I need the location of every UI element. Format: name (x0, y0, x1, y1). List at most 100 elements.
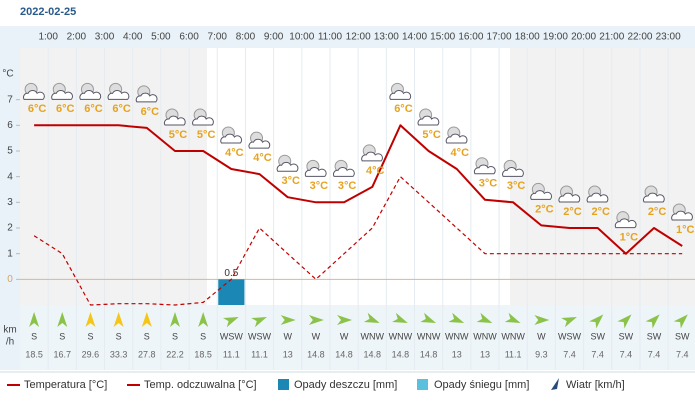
hour-label: 21:00 (599, 32, 624, 43)
weather-icon (304, 159, 327, 177)
temp-label: 6°C (112, 103, 131, 115)
icon-cloud (558, 192, 581, 203)
weather-icon (333, 159, 355, 177)
temp-label: 4°C (366, 165, 385, 177)
y-tick-label: 4 (7, 171, 13, 182)
wind-arrow (198, 312, 209, 327)
wind-speed: 16.7 (54, 349, 72, 359)
temp-label: 6°C (394, 103, 413, 115)
date: 2022-02-25 (20, 6, 76, 18)
wind-speed: 7.4 (648, 349, 661, 359)
axis-band (0, 48, 20, 370)
rain-label: 0.5 (224, 268, 238, 279)
wind-speed: 7.4 (676, 349, 689, 359)
temp-label: 3°C (479, 178, 498, 190)
wind-arrow (476, 312, 493, 324)
icon-cloud (135, 92, 158, 103)
weather-icon (220, 126, 243, 144)
weather-icon (107, 82, 130, 100)
wind-speed: 11.1 (251, 349, 268, 359)
wind-arrow (645, 314, 660, 329)
icon-cloud (473, 164, 496, 175)
hour-label: 10:00 (289, 32, 314, 43)
wind-arrow (504, 312, 521, 324)
temp-label: 4°C (451, 147, 470, 159)
weather-icon (530, 182, 553, 200)
temp-label: 3°C (507, 180, 526, 192)
wind-arrow (617, 314, 632, 329)
wind-speed: 27.8 (138, 349, 156, 359)
temp-label: 3°C (310, 180, 329, 192)
weather-icon (473, 157, 496, 175)
icon-cloud (107, 90, 130, 100)
temp-label: 3°C (338, 180, 357, 192)
weather-icon (163, 108, 186, 126)
hour-label: 23:00 (656, 32, 681, 43)
wind-speed: 7.4 (620, 349, 633, 359)
weather-icon (248, 131, 271, 149)
hour-label: 2:00 (67, 32, 87, 43)
y-tick-label: 7 (7, 94, 13, 105)
temp-label: 1°C (620, 232, 639, 244)
temp-label: 2°C (563, 206, 582, 218)
weather-icon (445, 126, 468, 144)
weather-icon (276, 154, 299, 172)
icon-cloud (643, 192, 665, 203)
wind-arrow (420, 312, 437, 324)
weather-icon (79, 82, 102, 100)
weather-icon (361, 144, 383, 162)
wind-direction: SW (675, 331, 690, 341)
temp-label: 6°C (84, 103, 103, 115)
legend-swatch (278, 379, 289, 390)
wind-direction: SW (647, 331, 662, 341)
icon-cloud (276, 161, 299, 172)
wind-unit: /h (6, 337, 14, 348)
y-tick-label: 2 (7, 223, 13, 234)
icon-cloud (361, 151, 383, 162)
icon-cloud (192, 115, 214, 126)
wind-speed: 13 (480, 349, 490, 359)
temperature-line (34, 124, 683, 255)
legend-label: Opady deszczu [mm] (294, 379, 397, 391)
weather-icon (671, 203, 693, 221)
wind-speed: 22.2 (166, 349, 184, 359)
wind-arrow (534, 315, 550, 325)
icon-cloud (248, 138, 271, 149)
y-label: °C (2, 69, 13, 80)
wind-arrow (57, 312, 68, 327)
wind-direction: S (116, 331, 122, 341)
weather-icon (23, 82, 45, 100)
wind-speed: 14.8 (335, 349, 353, 359)
wind-direction: WNW (389, 331, 413, 341)
wind-direction: WSW (248, 331, 271, 341)
hours-band (0, 26, 695, 48)
wind-direction: WNW (445, 331, 469, 341)
wind-speed: 14.8 (363, 349, 381, 359)
wind-direction: WNW (473, 331, 497, 341)
temp-label: 6°C (141, 106, 160, 118)
hour-label: 9:00 (264, 32, 284, 43)
icon-cloud (79, 90, 102, 100)
legend-label: Wiatr [km/h] (566, 379, 625, 391)
wind-speed: 11.1 (223, 349, 240, 359)
wind-direction: W (537, 331, 546, 341)
weather-icon (586, 185, 609, 203)
wind-direction: W (283, 331, 292, 341)
wind-direction: S (31, 331, 37, 341)
wind-speed: 14.8 (307, 349, 325, 359)
wind-arrow (29, 312, 40, 327)
wind-arrow (280, 315, 296, 325)
icon-cloud (502, 167, 524, 177)
wind-direction: S (87, 331, 93, 341)
wind-direction: WSW (558, 331, 581, 341)
hour-label: 8:00 (236, 32, 256, 43)
wind-direction: WNW (501, 331, 525, 341)
wind-speed: 13 (452, 349, 462, 359)
legend-label: Opady śniegu [mm] (434, 379, 529, 391)
temp-label: 5°C (197, 129, 216, 141)
wind-speed: 33.3 (110, 349, 128, 359)
feels-like-line (33, 176, 683, 306)
hour-label: 4:00 (123, 32, 143, 43)
icon-cloud (163, 115, 186, 126)
legend: Temperatura [°C] Temp. odczuwalna [°C] O… (7, 378, 625, 391)
